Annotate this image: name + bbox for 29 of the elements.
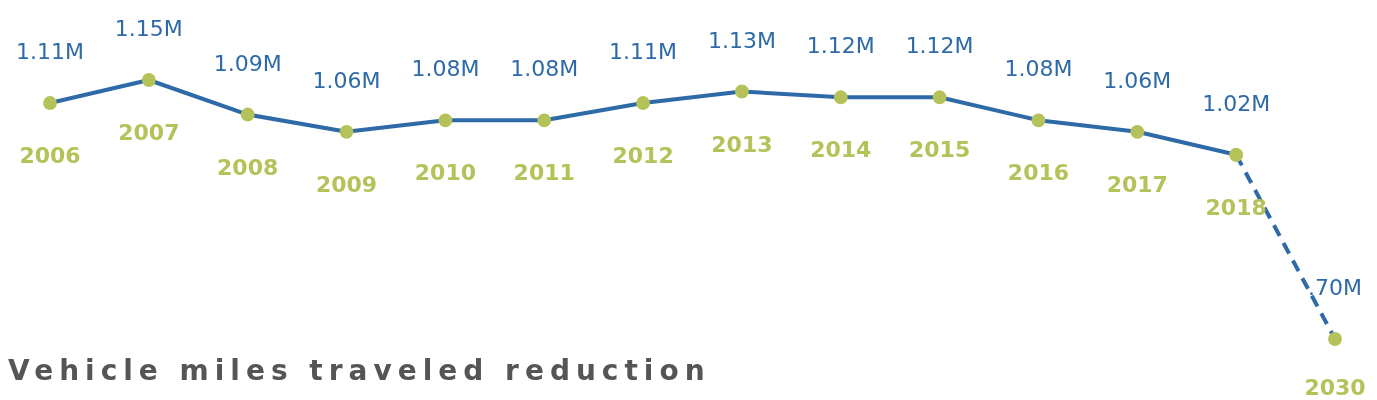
data-label: 1.09M — [213, 50, 282, 76]
x-tick-label: 2015 — [909, 137, 971, 163]
x-tick-label: 2013 — [711, 131, 773, 157]
data-label: 1.13M — [707, 27, 776, 53]
data-label: 1.12M — [806, 33, 875, 59]
data-label: .70M — [1308, 275, 1362, 300]
x-tick-label: 2009 — [315, 171, 378, 197]
data-label: 1.08M — [1004, 56, 1073, 82]
data-label: 1.08M — [411, 56, 480, 82]
x-tick-label: 2016 — [1007, 160, 1070, 186]
x-tick-label: 2011 — [513, 160, 575, 186]
data-label: 1.12M — [905, 33, 974, 59]
data-label: 1.11M — [609, 39, 678, 65]
x-tick-label: 2030 — [1304, 375, 1366, 400]
x-tick-label: 2012 — [612, 143, 674, 169]
x-tick-label: 2008 — [217, 154, 279, 180]
x-tick-label: 2014 — [810, 137, 872, 163]
data-label: 1.06M — [312, 67, 381, 93]
x-tick-label: 2018 — [1205, 194, 1267, 220]
text: Vehicle miles traveled reduction — [8, 354, 711, 387]
data-label: 1.08M — [510, 56, 579, 82]
data-label: 1.06M — [1103, 67, 1172, 93]
data-label: 1.02M — [1202, 90, 1271, 116]
x-tick-label: 2006 — [19, 143, 81, 169]
x-tick-label: 2017 — [1106, 171, 1168, 197]
x-tick-label: 2010 — [414, 160, 476, 186]
data-label: 1.15M — [114, 16, 183, 41]
data-label: 1.11M — [16, 39, 84, 65]
x-tick-label: 2007 — [118, 120, 180, 145]
